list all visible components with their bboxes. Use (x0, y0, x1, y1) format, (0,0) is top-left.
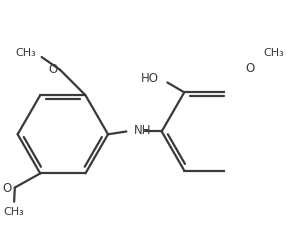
Text: O: O (48, 62, 57, 76)
Text: O: O (3, 182, 12, 195)
Text: CH₃: CH₃ (15, 48, 36, 58)
Text: O: O (245, 62, 254, 75)
Text: CH₃: CH₃ (4, 207, 24, 217)
Text: CH₃: CH₃ (263, 48, 284, 58)
Text: HO: HO (141, 72, 159, 85)
Text: NH: NH (133, 123, 151, 137)
